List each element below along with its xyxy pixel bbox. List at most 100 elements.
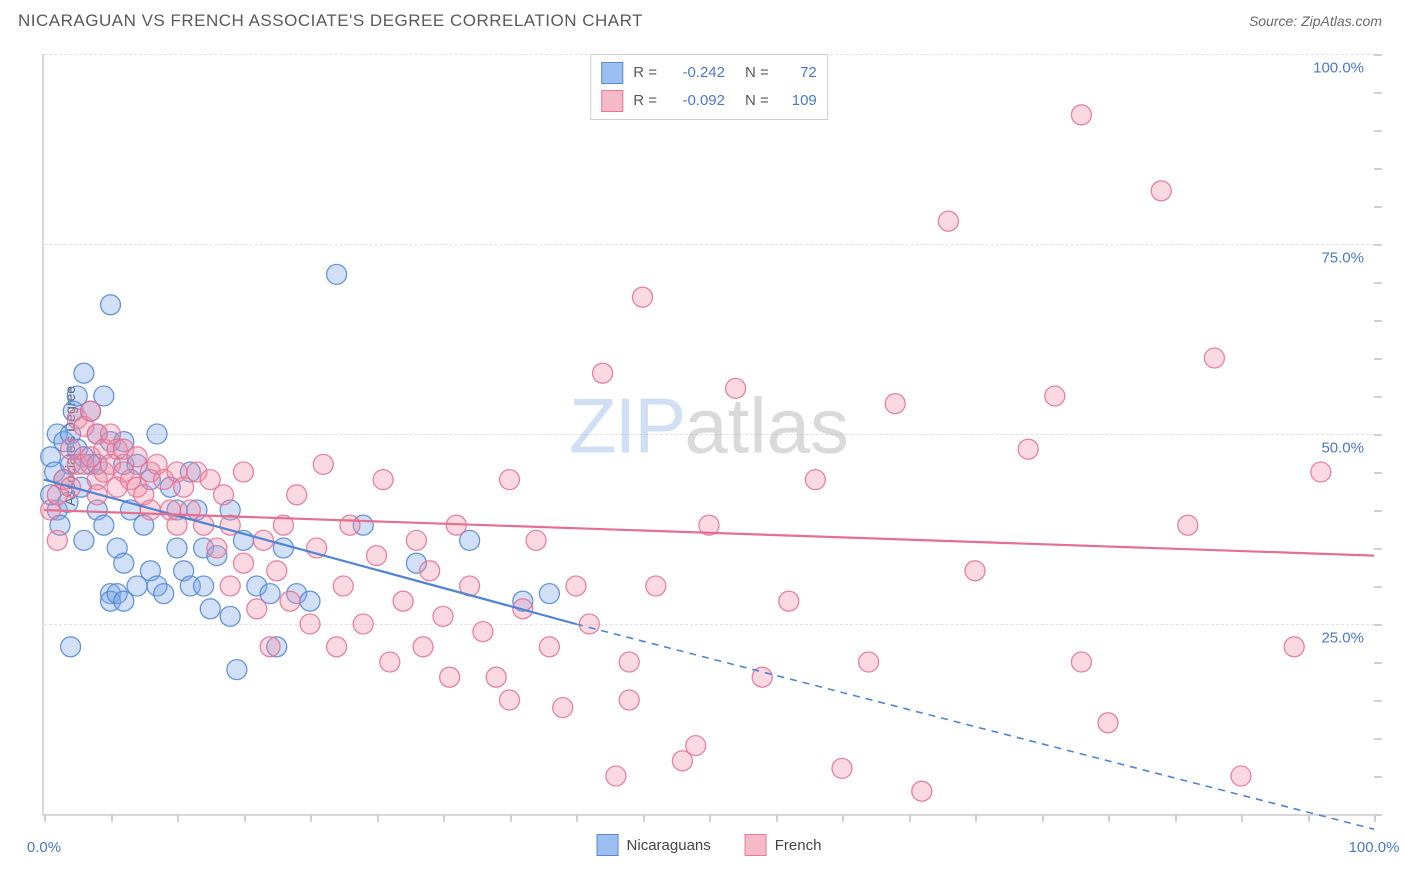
scatter-point — [406, 530, 426, 550]
y-tick — [1374, 662, 1382, 664]
legend-swatch — [745, 834, 767, 856]
scatter-point — [353, 614, 373, 634]
legend-series-label: Nicaraguans — [627, 837, 711, 854]
scatter-point — [726, 378, 746, 398]
r-label: R = — [633, 59, 657, 87]
r-value: -0.242 — [667, 59, 725, 87]
scatter-point — [805, 470, 825, 490]
scatter-point — [74, 530, 94, 550]
scatter-point — [367, 546, 387, 566]
x-tick — [1175, 814, 1177, 822]
scatter-point — [94, 515, 114, 535]
x-tick — [244, 814, 246, 822]
x-tick — [1241, 814, 1243, 822]
n-label: N = — [745, 59, 769, 87]
scatter-point — [1071, 652, 1091, 672]
scatter-point — [420, 561, 440, 581]
x-tick-label: 0.0% — [27, 839, 61, 856]
scatter-point — [1204, 348, 1224, 368]
chart-title: NICARAGUAN VS FRENCH ASSOCIATE'S DEGREE … — [18, 11, 643, 31]
n-value: 72 — [779, 59, 817, 87]
scatter-point — [606, 766, 626, 786]
scatter-point — [380, 652, 400, 672]
scatter-point — [1098, 713, 1118, 733]
x-tick — [1042, 814, 1044, 822]
scatter-point — [220, 576, 240, 596]
scatter-point — [81, 401, 101, 421]
scatter-point — [539, 584, 559, 604]
y-tick — [1374, 168, 1382, 170]
scatter-point — [646, 576, 666, 596]
scatter-point — [267, 561, 287, 581]
scatter-point — [440, 667, 460, 687]
y-tick — [1374, 244, 1382, 246]
scatter-point — [1018, 439, 1038, 459]
scatter-point — [500, 470, 520, 490]
r-value: -0.092 — [667, 87, 725, 115]
scatter-point — [200, 599, 220, 619]
y-tick — [1374, 776, 1382, 778]
y-tick-label: 75.0% — [1321, 250, 1364, 267]
scatter-point — [313, 454, 333, 474]
y-tick — [1374, 92, 1382, 94]
x-tick — [643, 814, 645, 822]
scatter-point — [167, 538, 187, 558]
scatter-point — [260, 637, 280, 657]
y-tick — [1374, 586, 1382, 588]
scatter-point — [74, 363, 94, 383]
x-tick-label: 100.0% — [1349, 839, 1400, 856]
scatter-point — [214, 485, 234, 505]
chart-header: NICARAGUAN VS FRENCH ASSOCIATE'S DEGREE … — [0, 0, 1406, 42]
scatter-point — [1311, 462, 1331, 482]
x-tick — [310, 814, 312, 822]
scatter-point — [300, 614, 320, 634]
y-tick — [1374, 738, 1382, 740]
scatter-point — [486, 667, 506, 687]
scatter-svg — [44, 54, 1374, 814]
y-tick — [1374, 54, 1382, 56]
chart-source: Source: ZipAtlas.com — [1249, 13, 1382, 29]
scatter-point — [280, 591, 300, 611]
chart-plot-area: ZIPatlas R =-0.242N =72R =-0.092N =109 N… — [42, 54, 1374, 816]
scatter-point — [619, 690, 639, 710]
scatter-point — [526, 530, 546, 550]
scatter-point — [61, 637, 81, 657]
y-tick — [1374, 396, 1382, 398]
x-tick — [177, 814, 179, 822]
scatter-point — [500, 690, 520, 710]
scatter-point — [566, 576, 586, 596]
y-tick — [1374, 510, 1382, 512]
scatter-point — [832, 758, 852, 778]
scatter-point — [912, 781, 932, 801]
series-legend: Nicaraguans French — [597, 834, 822, 856]
y-tick — [1374, 472, 1382, 474]
scatter-point — [234, 462, 254, 482]
scatter-point — [593, 363, 613, 383]
scatter-point — [234, 553, 254, 573]
y-tick — [1374, 624, 1382, 626]
n-value: 109 — [779, 87, 817, 115]
scatter-point — [1178, 515, 1198, 535]
y-tick-label: 100.0% — [1313, 60, 1364, 77]
scatter-point — [247, 599, 267, 619]
source-prefix: Source: — [1249, 13, 1301, 29]
source-name: ZipAtlas.com — [1301, 13, 1382, 29]
y-tick — [1374, 206, 1382, 208]
scatter-point — [1151, 181, 1171, 201]
y-tick — [1374, 700, 1382, 702]
scatter-point — [340, 515, 360, 535]
scatter-point — [147, 424, 167, 444]
scatter-point — [327, 637, 347, 657]
scatter-point — [273, 538, 293, 558]
x-tick — [377, 814, 379, 822]
x-tick — [776, 814, 778, 822]
legend-stat-row: R =-0.092N =109 — [601, 87, 817, 115]
scatter-point — [619, 652, 639, 672]
x-tick — [443, 814, 445, 822]
legend-series-label: French — [775, 837, 822, 854]
x-tick — [111, 814, 113, 822]
scatter-point — [101, 295, 121, 315]
scatter-point — [779, 591, 799, 611]
y-tick-label: 50.0% — [1321, 440, 1364, 457]
x-tick — [842, 814, 844, 822]
